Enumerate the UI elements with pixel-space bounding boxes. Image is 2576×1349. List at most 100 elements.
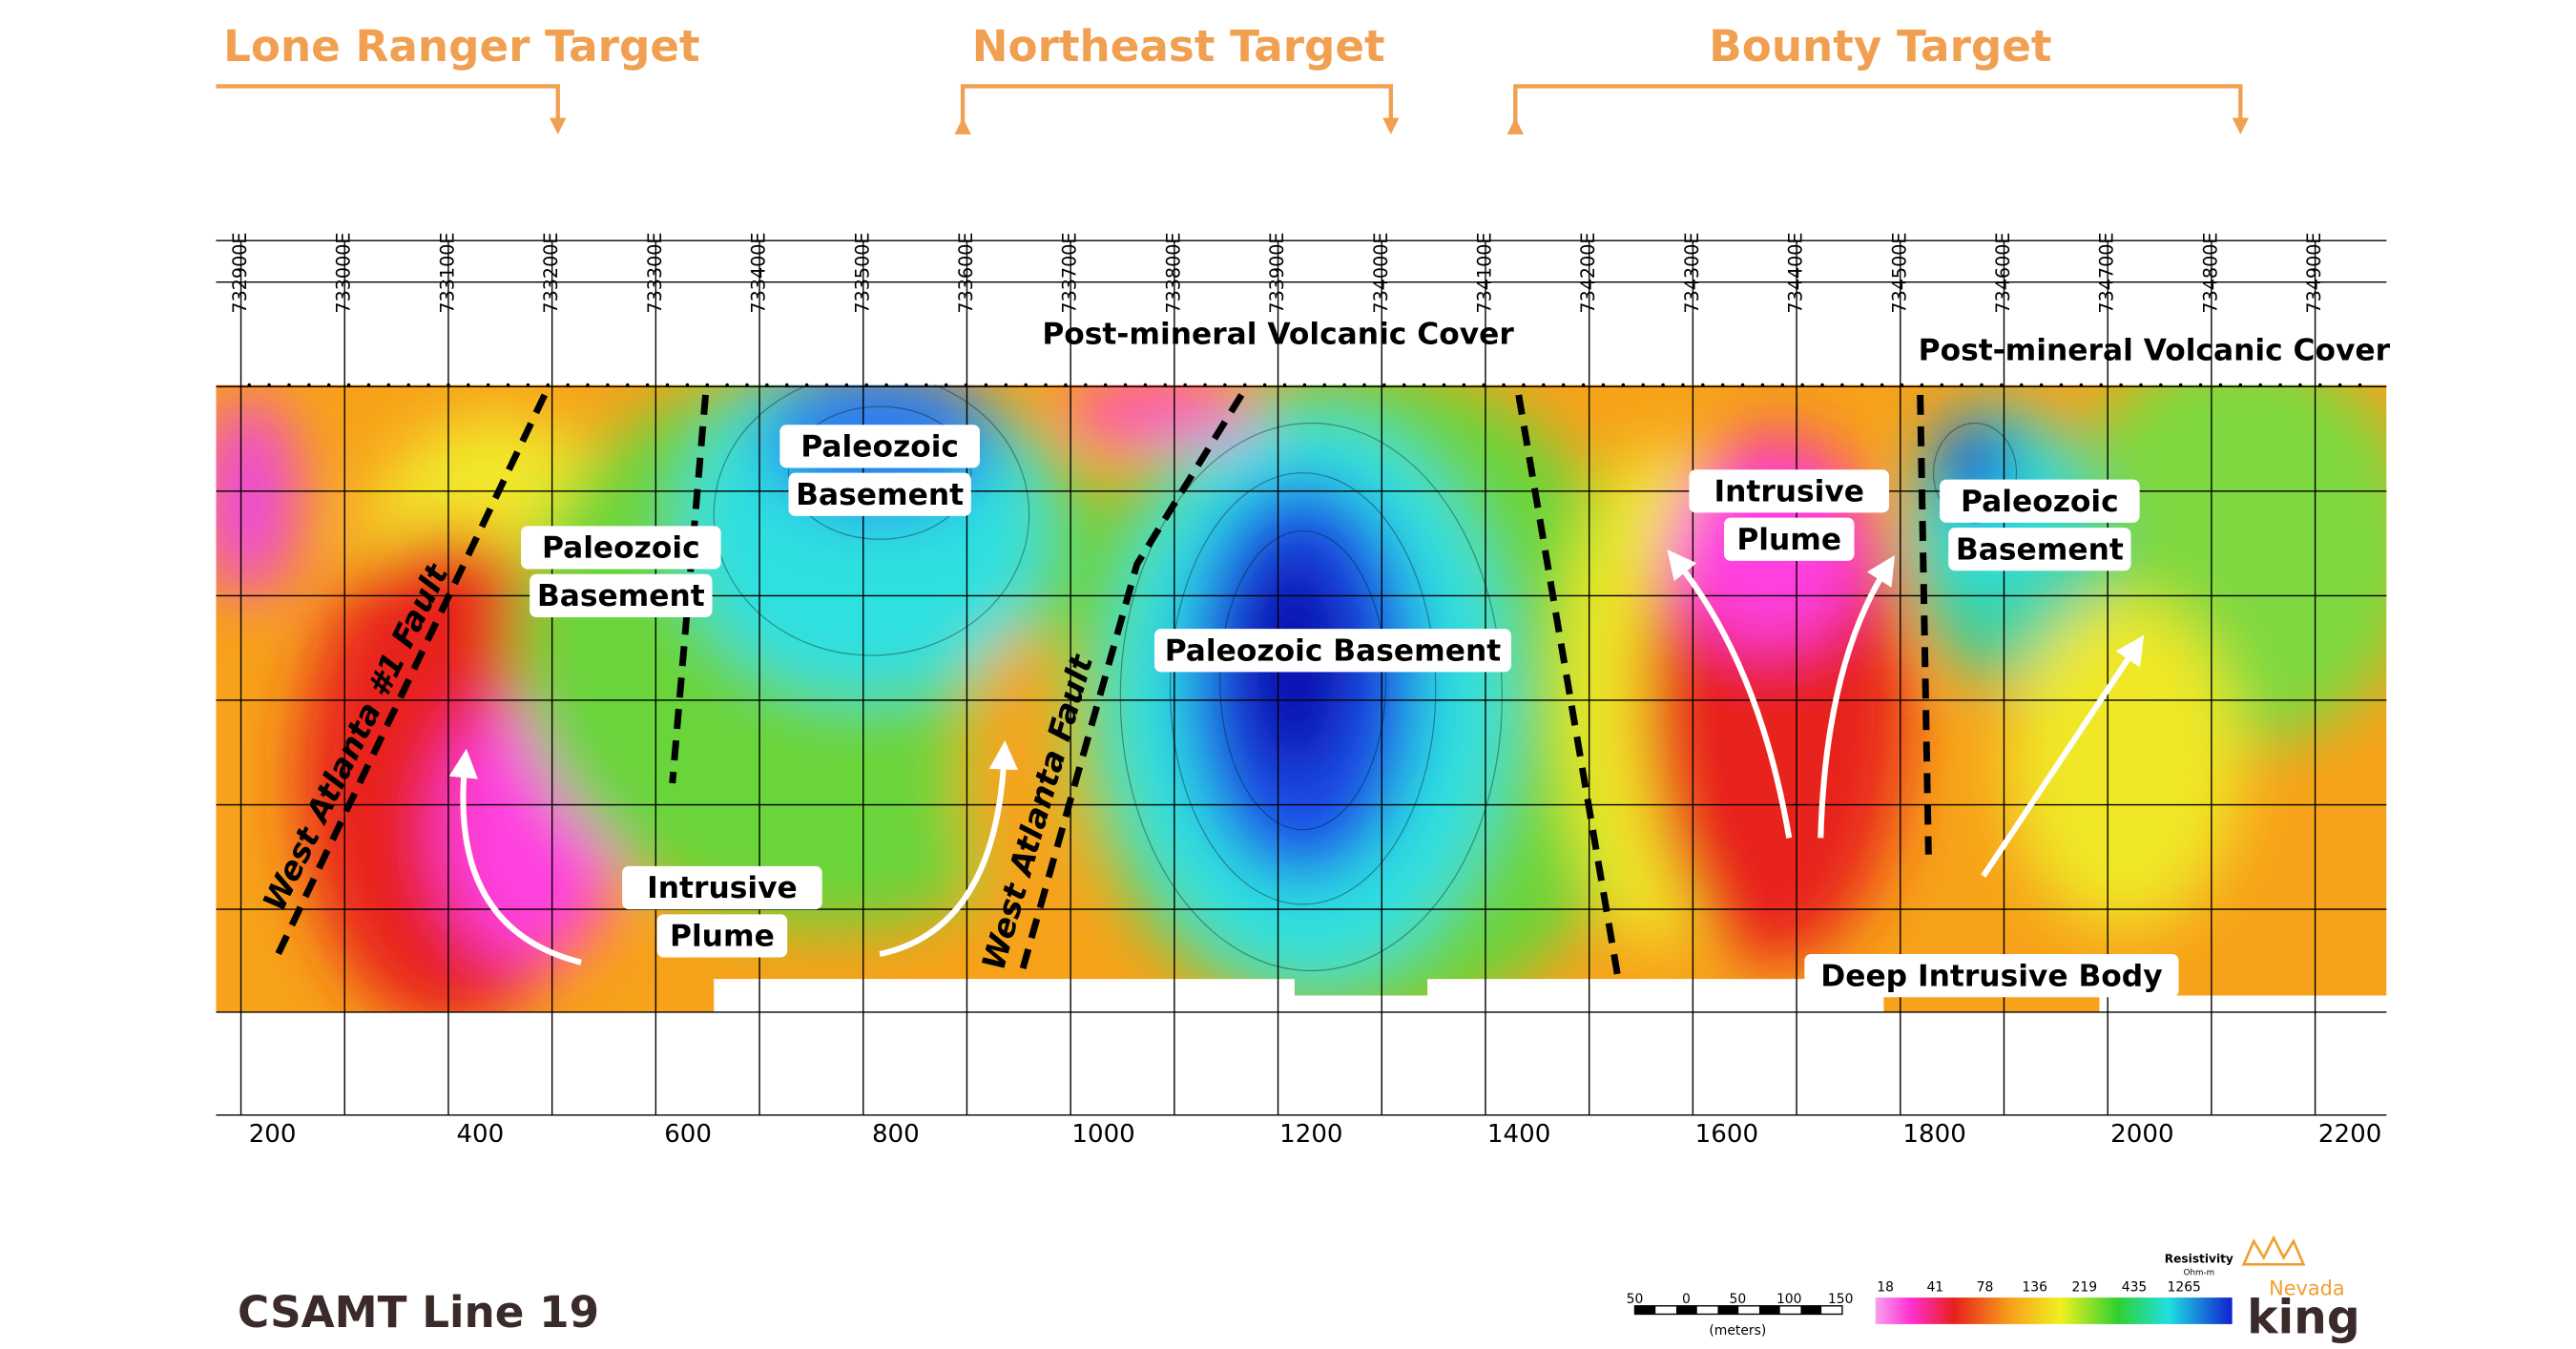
section-label: Paleozoic (542, 531, 700, 566)
surface-point (804, 383, 809, 387)
surface-point (1940, 383, 1943, 387)
surface-point (1084, 383, 1088, 387)
scale-label: 50 (1729, 1292, 1746, 1307)
scale-label: 150 (1828, 1292, 1854, 1307)
surface-point (1024, 383, 1028, 387)
target-bracket (216, 84, 567, 135)
target-label: Northeast Target (972, 21, 1385, 72)
surface-point (665, 383, 670, 387)
surface-point (1044, 383, 1048, 387)
section-label: Basement (537, 579, 705, 613)
surface-point (326, 383, 331, 387)
colorbar-label: 219 (2072, 1280, 2098, 1296)
section-label: Paleozoic (1961, 485, 2119, 519)
easting-label: 734800E (2199, 232, 2221, 313)
scale-label: 50 (1627, 1292, 1644, 1307)
surface-point (1502, 383, 1506, 387)
surface-point (1004, 383, 1008, 387)
distance-label: 400 (456, 1120, 504, 1149)
surface-point (1103, 383, 1108, 387)
distance-label: 600 (664, 1120, 712, 1149)
surface-point (2278, 383, 2282, 387)
surface-point (2020, 383, 2024, 387)
label-box (656, 914, 788, 958)
surface-point (685, 383, 690, 387)
surface-point (2059, 383, 2064, 387)
colorbar-label: 41 (1926, 1280, 1943, 1296)
distance-label: 200 (249, 1120, 297, 1149)
surface-point (1720, 383, 1725, 387)
surface-point (1820, 383, 1824, 387)
easting-label: 733800E (1162, 232, 1184, 313)
label-box (1723, 517, 1855, 561)
scale-segment (1717, 1305, 1739, 1315)
easting-label: 733600E (955, 232, 977, 313)
distance-label: 1800 (1902, 1120, 1965, 1149)
surface-point (924, 383, 928, 387)
surface-point (1701, 383, 1705, 387)
section-label: Deep Intrusive Body (1820, 959, 2162, 993)
label-box (1948, 528, 2131, 571)
surface-point (824, 383, 829, 387)
distance-label: 800 (872, 1120, 920, 1149)
label-box (1804, 954, 2179, 998)
resistivity-field (216, 384, 2387, 1012)
scale-segment (1800, 1305, 1822, 1315)
scale-label: 0 (1682, 1292, 1691, 1307)
surface-point (2358, 383, 2362, 387)
figure-title: CSAMT Line 19 (238, 1287, 599, 1338)
surface-point (1163, 383, 1168, 387)
surface-point (1243, 383, 1247, 387)
surface-point (2178, 383, 2183, 387)
fault-line (1917, 394, 1932, 855)
surface-point (1581, 383, 1586, 387)
easting-label: 733900E (1266, 232, 1288, 313)
surface-point (1800, 383, 1804, 387)
cover-label: Post-mineral Volcanic Cover (1919, 334, 2391, 368)
section-label: Paleozoic (800, 430, 959, 465)
scale-unit: (meters) (1709, 1323, 1766, 1339)
surface-point (1740, 383, 1745, 387)
surface-point (2198, 383, 2203, 387)
surface-point (1661, 383, 1665, 387)
distance-label: 1200 (1279, 1120, 1342, 1149)
surface-point (2119, 383, 2123, 387)
surface-point (1482, 383, 1485, 387)
surface-point (1462, 383, 1466, 387)
distance-label: 1000 (1071, 1120, 1134, 1149)
easting-label: 733200E (540, 232, 562, 313)
surface-point (467, 383, 470, 387)
section-label: Paleozoic Basement (1165, 634, 1502, 669)
label-box (622, 865, 822, 910)
surface-point (2298, 383, 2302, 387)
surface-point (944, 383, 948, 387)
plume-arrow (1818, 554, 1896, 839)
easting-label: 733500E (851, 232, 873, 313)
surface-point (645, 383, 650, 387)
surface-point (307, 383, 311, 387)
section-label: Intrusive (647, 871, 798, 905)
surface-point (1681, 383, 1685, 387)
easting-label: 733700E (1059, 232, 1081, 313)
surface-point (386, 383, 391, 387)
surface-point (1123, 383, 1128, 387)
easting-label: 733000E (333, 232, 355, 313)
target-bracket (1506, 84, 2250, 135)
surface-point (586, 383, 590, 387)
surface-point (1980, 383, 1984, 387)
distance-label: 2200 (2318, 1120, 2381, 1149)
easting-label: 734700E (2096, 232, 2118, 313)
surface-point (546, 383, 551, 387)
surface-point (267, 383, 271, 387)
surface-point (1780, 383, 1785, 387)
label-box (1940, 479, 2140, 523)
logo-top: Nevada (2269, 1276, 2345, 1299)
easting-label: 734600E (1992, 232, 2014, 313)
label-box (1689, 469, 1890, 513)
easting-label: 734400E (1785, 232, 1807, 313)
label-box (521, 526, 721, 570)
colorbar (1875, 1297, 2233, 1324)
surface-point (2039, 383, 2044, 387)
surface-point (765, 383, 769, 387)
